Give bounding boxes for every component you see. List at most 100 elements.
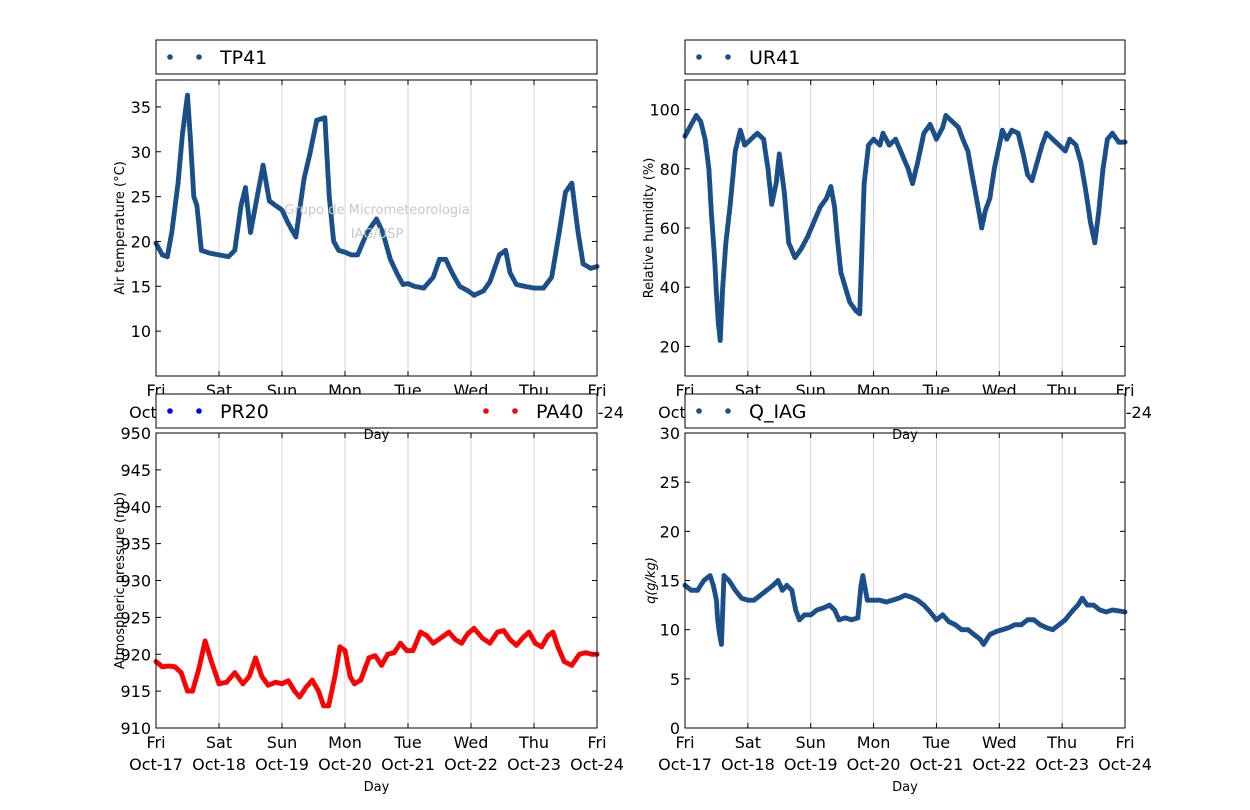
series-UR41	[682, 113, 1128, 343]
y-axis-label: Atmospheric pressure (mb)	[113, 492, 128, 669]
y-tick-label: 30	[660, 424, 680, 443]
x-tick-date: Oct-23	[1035, 755, 1089, 774]
x-tick-day: Tue	[393, 733, 421, 752]
x-axis-label: Day	[364, 780, 390, 795]
y-tick-label: 10	[131, 322, 151, 341]
x-tick-day: Fri	[587, 733, 606, 752]
y-axis-label: Relative humidity (%)	[642, 158, 657, 299]
y-tick-label: 10	[660, 621, 680, 640]
plot-frame	[155, 79, 598, 377]
legend-box	[155, 39, 598, 75]
series-PA40	[153, 625, 600, 709]
x-tick-day: Thu	[518, 733, 549, 752]
legend-marker	[196, 54, 202, 60]
x-axis-label: Day	[892, 780, 918, 795]
x-tick-date: Oct-19	[255, 755, 309, 774]
legend-marker	[167, 408, 173, 414]
x-tick-date: Oct-19	[784, 755, 838, 774]
y-tick-label: 60	[660, 219, 680, 238]
watermark: Grupo de Micrometeorologia IAG/USP	[284, 203, 470, 242]
x-tick-date: Oct-21	[910, 755, 964, 774]
y-tick-label: 20	[131, 232, 151, 251]
y-tick-label: 15	[660, 572, 680, 591]
y-tick-label: 30	[131, 143, 151, 162]
y-tick-label: 80	[660, 160, 680, 179]
y-tick-label: 0	[670, 719, 680, 738]
legend-label: TP41	[219, 47, 267, 69]
legend-marker	[725, 408, 731, 414]
x-tick-day: Fri	[1115, 733, 1134, 752]
x-tick-day: Wed	[982, 733, 1017, 752]
series-TP41	[153, 92, 600, 298]
legend-humidity: UR41	[684, 39, 1126, 75]
y-tick-label: 20	[660, 337, 680, 356]
x-tick-day: Mon	[857, 733, 891, 752]
x-tick-day: Fri	[675, 733, 694, 752]
x-tick-day: Fri	[146, 733, 165, 752]
y-tick-label: 950	[120, 424, 151, 443]
legend-pressure: PR20 PA40	[155, 393, 598, 429]
y-tick-label: 15	[131, 277, 151, 296]
y-tick-label: 935	[120, 535, 151, 554]
x-tick-day: Sat	[735, 733, 761, 752]
legend-marker	[696, 54, 702, 60]
y-tick-label: 25	[660, 473, 680, 492]
x-tick-date: Oct-20	[318, 755, 372, 774]
x-axis-label: Day	[364, 428, 390, 443]
y-tick-label: 40	[660, 278, 680, 297]
x-tick-date: Oct-17	[658, 755, 712, 774]
y-tick-label: 925	[120, 608, 151, 627]
x-tick-day: Wed	[454, 733, 489, 752]
legend-marker	[725, 54, 731, 60]
y-tick-label: 910	[120, 719, 151, 738]
y-axis-label: q(g/kg)	[644, 557, 659, 604]
x-tick-day: Sun	[267, 733, 297, 752]
y-tick-label: 25	[131, 188, 151, 207]
legend-label: PR20	[220, 401, 269, 423]
x-tick-day: Thu	[1046, 733, 1077, 752]
y-axis-label: Air temperature (°C)	[113, 161, 128, 295]
x-tick-date: Oct-18	[721, 755, 775, 774]
x-tick-date: Oct-24	[1098, 755, 1152, 774]
y-tick-label: 35	[131, 98, 151, 117]
legend-marker	[196, 408, 202, 414]
y-tick-label: 100	[649, 101, 680, 120]
y-tick-label: 930	[120, 572, 151, 591]
legend-box	[684, 39, 1126, 75]
x-axis-label: Day	[892, 428, 918, 443]
legend-box	[684, 393, 1126, 429]
chart-panel-specific_humidity: 0 5 10 15 20 25 30 Fri Oct-17 Sat Oct-18 Sun Oct-19 M…	[644, 424, 1152, 795]
x-tick-date: Oct-24	[570, 755, 624, 774]
chart-panel-pressure: 910 915 920 925 930 935 940 945 950 Fri Oct-17 Sat O…	[113, 424, 624, 795]
legend-label: Q_IAG	[749, 401, 806, 423]
legend-marker	[483, 408, 489, 414]
legend-box	[155, 393, 598, 429]
legend-marker	[512, 408, 518, 414]
x-tick-date: Oct-22	[972, 755, 1026, 774]
legend-label: PA40	[536, 401, 583, 423]
x-tick-day: Mon	[328, 733, 362, 752]
legend-marker	[696, 408, 702, 414]
watermark-line-1: Grupo de Micrometeorologia	[284, 203, 470, 218]
y-tick-label: 5	[670, 670, 680, 689]
y-tick-label: 915	[120, 682, 151, 701]
x-tick-day: Sat	[206, 733, 232, 752]
y-tick-label: 920	[120, 645, 151, 664]
legend-specific_humidity: Q_IAG	[684, 393, 1126, 429]
x-tick-day: Sun	[795, 733, 825, 752]
x-tick-date: Oct-17	[129, 755, 183, 774]
legend-label: UR41	[749, 47, 800, 69]
legend-temperature: TP41	[155, 39, 598, 75]
x-tick-date: Oct-20	[847, 755, 901, 774]
y-tick-label: 20	[660, 522, 680, 541]
series-Q_IAG	[682, 573, 1128, 647]
legend-marker	[167, 54, 173, 60]
y-tick-label: 945	[120, 461, 151, 480]
x-tick-day: Tue	[922, 733, 950, 752]
x-tick-date: Oct-18	[192, 755, 246, 774]
x-tick-date: Oct-23	[507, 755, 561, 774]
y-tick-label: 940	[120, 498, 151, 517]
x-tick-date: Oct-21	[381, 755, 435, 774]
watermark-line-2: IAG/USP	[351, 227, 404, 242]
